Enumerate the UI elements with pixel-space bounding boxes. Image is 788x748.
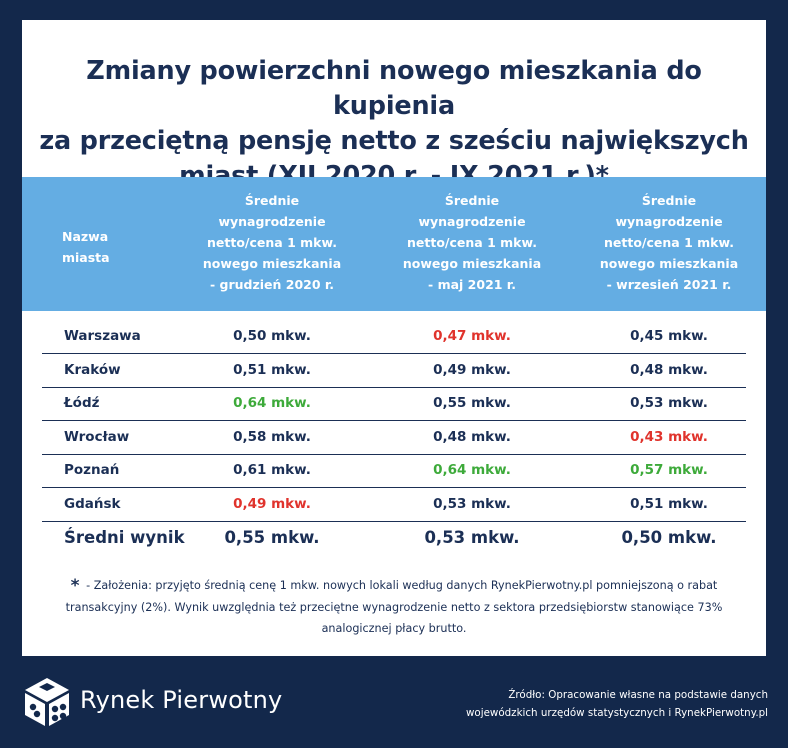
city-name: Kraków — [64, 361, 121, 378]
value-cell: 0,45 mkw. — [630, 328, 708, 344]
city-name: Warszawa — [64, 328, 141, 344]
value-cell: 0,50 mkw. — [233, 328, 311, 344]
value-cell: 0,43 mkw. — [630, 428, 708, 445]
value-cell: 0,64 mkw. — [233, 395, 311, 411]
value-cell: 0,48 mkw. — [630, 361, 708, 378]
value-cell: 0,61 mkw. — [233, 462, 311, 478]
header-december-2020: Średnie wynagrodzenie netto/cena 1 mkw. … — [202, 193, 342, 292]
table-row: Kraków 0,51 mkw. 0,49 mkw. 0,48 mkw. — [42, 354, 746, 388]
brand-name: Rynek Pierwotny — [80, 686, 283, 714]
table-row: Łódź 0,64 mkw. 0,55 mkw. 0,53 mkw. — [42, 387, 746, 421]
average-value: 0,53 mkw. — [424, 528, 520, 547]
header-city: Nazwa miasta — [62, 229, 110, 265]
value-cell: 0,64 mkw. — [433, 462, 511, 478]
city-name: Łódź — [64, 395, 100, 411]
title-line: za przeciętną pensję netto z sześciu naj… — [39, 126, 749, 156]
table-row: Gdańsk 0,49 mkw. 0,53 mkw. 0,51 mkw. — [42, 488, 746, 522]
footnote: * - Założenia: przyjęto średnią cenę 1 m… — [65, 576, 723, 635]
value-cell: 0,55 mkw. — [433, 395, 511, 411]
value-cell: 0,58 mkw. — [233, 428, 311, 445]
value-cell: 0,53 mkw. — [433, 495, 511, 512]
table-row: Poznań 0,61 mkw. 0,64 mkw. 0,57 mkw. — [42, 454, 746, 488]
rynek-pierwotny-logo-icon — [25, 678, 69, 726]
average-value: 0,50 mkw. — [621, 528, 717, 547]
page-title: Zmiany powierzchni nowego mieszkania do … — [22, 54, 766, 194]
value-cell: 0,48 mkw. — [433, 428, 511, 445]
table-row: Wrocław 0,58 mkw. 0,48 mkw. 0,43 mkw. — [42, 421, 746, 455]
value-cell: 0,49 mkw. — [433, 361, 511, 378]
title-line: Zmiany powierzchni nowego mieszkania do … — [86, 56, 702, 121]
value-cell: 0,53 mkw. — [630, 395, 708, 411]
table-row: Warszawa 0,50 mkw. 0,47 mkw. 0,45 mkw. — [42, 320, 746, 354]
infographic-card: Zmiany powierzchni nowego mieszkania do … — [22, 20, 766, 656]
footnote-star: * — [70, 576, 80, 596]
value-cell: 0,51 mkw. — [233, 361, 311, 378]
value-cell: 0,57 mkw. — [630, 462, 708, 478]
value-cell: 0,49 mkw. — [233, 495, 311, 512]
average-row: Średni wynik 0,55 mkw. 0,53 mkw. 0,50 mk… — [42, 524, 746, 554]
city-name: Gdańsk — [64, 495, 121, 512]
header-september-2021: Średnie wynagrodzenie netto/cena 1 mkw. … — [599, 193, 739, 292]
value-cell: 0,51 mkw. — [630, 495, 708, 512]
table-header: Nazwa miasta Średnie wynagrodzenie netto… — [22, 177, 766, 311]
average-label: Średni wynik — [64, 528, 185, 547]
source-note: Źródło: Opracowanie własne na podstawie … — [465, 689, 768, 719]
city-name: Poznań — [64, 462, 120, 478]
city-name: Wrocław — [64, 428, 130, 445]
header-may-2021: Średnie wynagrodzenie netto/cena 1 mkw. … — [402, 193, 542, 292]
average-value: 0,55 mkw. — [224, 528, 320, 547]
value-cell: 0,47 mkw. — [433, 328, 511, 344]
